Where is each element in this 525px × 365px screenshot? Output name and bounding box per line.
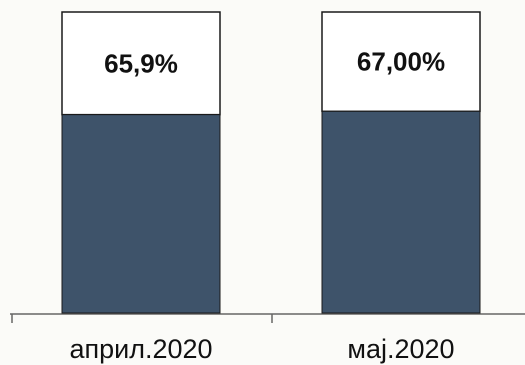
labels-group: 65,9% април.2020 67,00% мај.2020 (69, 47, 454, 364)
bars-group (61, 11, 481, 314)
bar-remainder-segment (321, 11, 481, 113)
bar-value-segment (61, 114, 221, 314)
data-label: 67,00% (357, 47, 445, 77)
x-tick-label: мај.2020 (347, 334, 454, 364)
x-tick-label: април.2020 (69, 334, 212, 364)
bar-value-segment (321, 110, 481, 314)
data-label: 65,9% (104, 48, 178, 78)
bar-remainder-segment (61, 11, 221, 116)
